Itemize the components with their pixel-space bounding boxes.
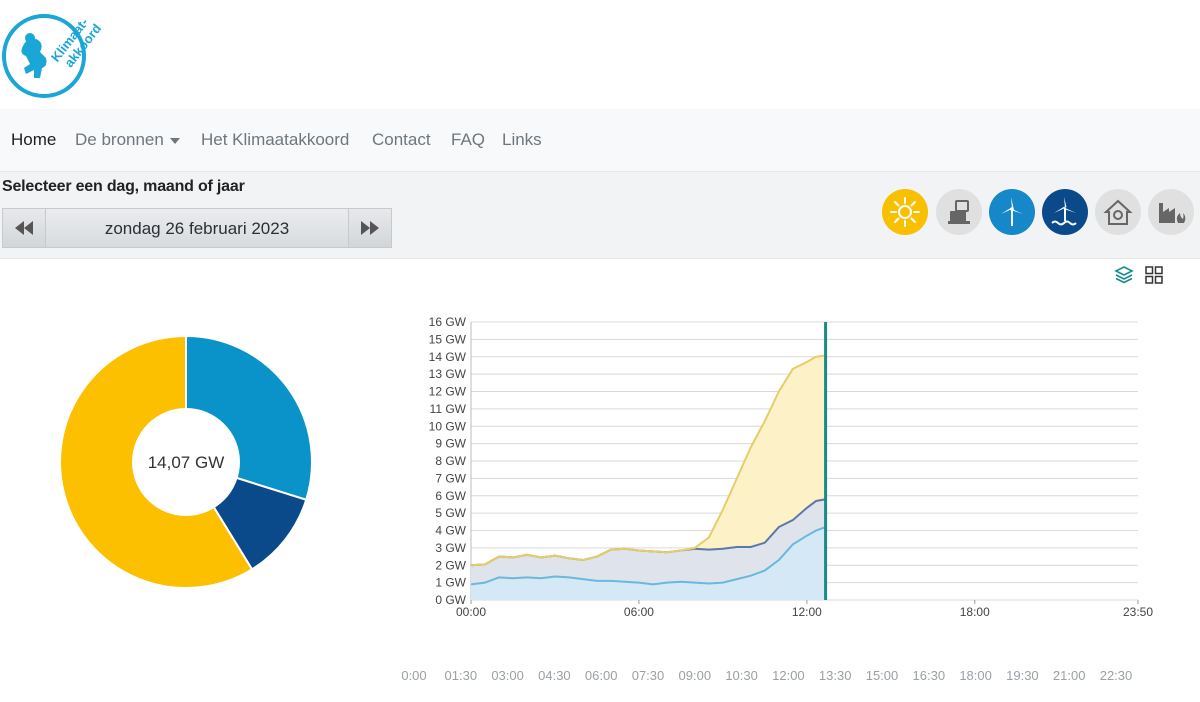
nav-faq[interactable]: FAQ xyxy=(451,109,485,171)
y-tick-label: 14 GW xyxy=(429,350,467,364)
source-industry-button[interactable] xyxy=(1148,189,1194,235)
time-slider-label[interactable]: 10:30 xyxy=(725,668,758,683)
y-tick-label: 11 GW xyxy=(430,402,467,416)
klimaatakkoord-logo[interactable]: Klimaat- akkoord xyxy=(0,8,116,100)
nav-links-label: Links xyxy=(502,130,542,149)
y-tick-label: 13 GW xyxy=(429,367,467,381)
time-slider-label[interactable]: 04:30 xyxy=(538,668,571,683)
nav-contact-label: Contact xyxy=(372,130,431,149)
logo-figure xyxy=(21,38,47,78)
y-tick-label: 9 GW xyxy=(435,437,466,451)
main-navbar: Home De bronnen Het Klimaatakkoord Conta… xyxy=(0,109,1200,172)
time-slider-label[interactable]: 21:00 xyxy=(1052,668,1086,683)
series-line[interactable] xyxy=(470,354,826,567)
date-control: zondag 26 februari 2023 xyxy=(2,208,392,248)
time-slider-label[interactable]: 18:00 xyxy=(959,668,992,683)
power-area-chart: 0 GW 1 GW 2 GW 3 GW 4 GW 5 GW 6 GW 7 GW 8 GW 9 GW… xyxy=(429,315,1154,619)
source-heat-button[interactable] xyxy=(1095,189,1141,235)
time-slider-label[interactable]: 0:00 xyxy=(401,668,427,683)
time-slider-label[interactable]: 12:00 xyxy=(772,668,805,683)
y-tick-label: 2 GW xyxy=(435,558,466,572)
y-tick-label: 12 GW xyxy=(429,385,467,399)
source-wind-sea-button[interactable] xyxy=(1042,189,1088,235)
time-slider-label[interactable]: 01:30 xyxy=(444,668,478,683)
donut-center xyxy=(132,408,240,516)
y-tick-label: 1 GW xyxy=(435,576,466,590)
time-slider-label[interactable]: 07:30 xyxy=(631,668,665,683)
x-tick-label: 18:00 xyxy=(960,605,990,619)
nav-links[interactable]: Links xyxy=(502,109,542,171)
y-tick-label: 6 GW xyxy=(435,489,466,503)
nav-home-label: Home xyxy=(11,130,57,149)
time-slider-label[interactable]: 16:30 xyxy=(912,668,946,683)
series-line[interactable] xyxy=(470,526,826,586)
factory-icon xyxy=(948,200,970,224)
date-selector-bar: Selecteer een dag, maand of jaar zondag … xyxy=(0,172,1200,259)
selected-date[interactable]: zondag 26 februari 2023 xyxy=(46,208,348,248)
nav-het-klimaatakkoord-label: Het Klimaatakkoord xyxy=(201,130,350,149)
view-toggle xyxy=(1112,265,1168,285)
house-icon xyxy=(1103,199,1133,225)
source-fossil-button[interactable] xyxy=(936,189,982,235)
wind-turbine-icon xyxy=(1001,197,1023,226)
fast-backward-icon xyxy=(15,221,33,235)
industry-icon xyxy=(1159,203,1186,223)
series-area xyxy=(471,527,826,600)
x-tick-label: 12:00 xyxy=(792,605,822,619)
y-tick-label: 7 GW xyxy=(435,471,466,485)
sun-icon xyxy=(890,197,920,227)
y-tick-label: 0 GW xyxy=(435,593,466,607)
selector-heading: Selecteer een dag, maand of jaar xyxy=(2,178,245,195)
time-slider-label[interactable]: 19:30 xyxy=(1006,668,1039,683)
y-tick-label: 15 GW xyxy=(429,332,467,346)
time-slider-label[interactable]: 09:00 xyxy=(678,668,712,683)
x-tick-label: 06:00 xyxy=(624,605,654,619)
nav-het-klimaatakkoord[interactable]: Het Klimaatakkoord xyxy=(201,109,349,171)
series-area xyxy=(471,355,826,600)
time-slider[interactable]: 0:00 01:30 03:00 04:30 06:00 07:30 09:00 10:30 1… xyxy=(395,668,1155,692)
grid-icon[interactable] xyxy=(1144,265,1164,285)
source-wind-land-button[interactable] xyxy=(989,189,1035,235)
y-tick-label: 16 GW xyxy=(429,315,467,329)
time-slider-label[interactable]: 06:00 xyxy=(584,668,618,683)
nav-de-bronnen[interactable]: De bronnen xyxy=(75,109,180,171)
donut-chart: 14,07 GW xyxy=(59,334,313,589)
time-slider-label[interactable]: 13:30 xyxy=(818,668,852,683)
source-solar-button[interactable] xyxy=(882,189,928,235)
y-tick-label: 10 GW xyxy=(429,419,467,433)
time-slider-label[interactable]: 22:30 xyxy=(1099,668,1133,683)
series-area xyxy=(471,499,826,600)
offshore-wind-icon xyxy=(1051,197,1077,226)
time-slider-label[interactable]: 15:00 xyxy=(865,668,899,683)
fast-forward-icon xyxy=(361,221,379,235)
y-tick-label: 3 GW xyxy=(435,541,466,555)
time-slider-label[interactable]: 03:00 xyxy=(491,668,524,683)
x-tick-label: 23:50 xyxy=(1123,605,1153,619)
nav-contact[interactable]: Contact xyxy=(372,109,431,171)
donut-total-label: 14,07 GW xyxy=(148,453,225,472)
layers-icon[interactable] xyxy=(1114,265,1134,285)
caret-down-icon xyxy=(169,137,180,144)
y-tick-label: 5 GW xyxy=(435,506,466,520)
x-tick-label: 00:00 xyxy=(456,605,486,619)
nav-faq-label: FAQ xyxy=(451,130,486,149)
nav-de-bronnen-label: De bronnen xyxy=(75,130,164,149)
y-tick-label: 8 GW xyxy=(435,454,466,468)
next-date-button[interactable] xyxy=(348,208,392,248)
y-tick-label: 4 GW xyxy=(435,524,466,538)
previous-date-button[interactable] xyxy=(2,208,46,248)
nav-home[interactable]: Home xyxy=(11,109,56,171)
